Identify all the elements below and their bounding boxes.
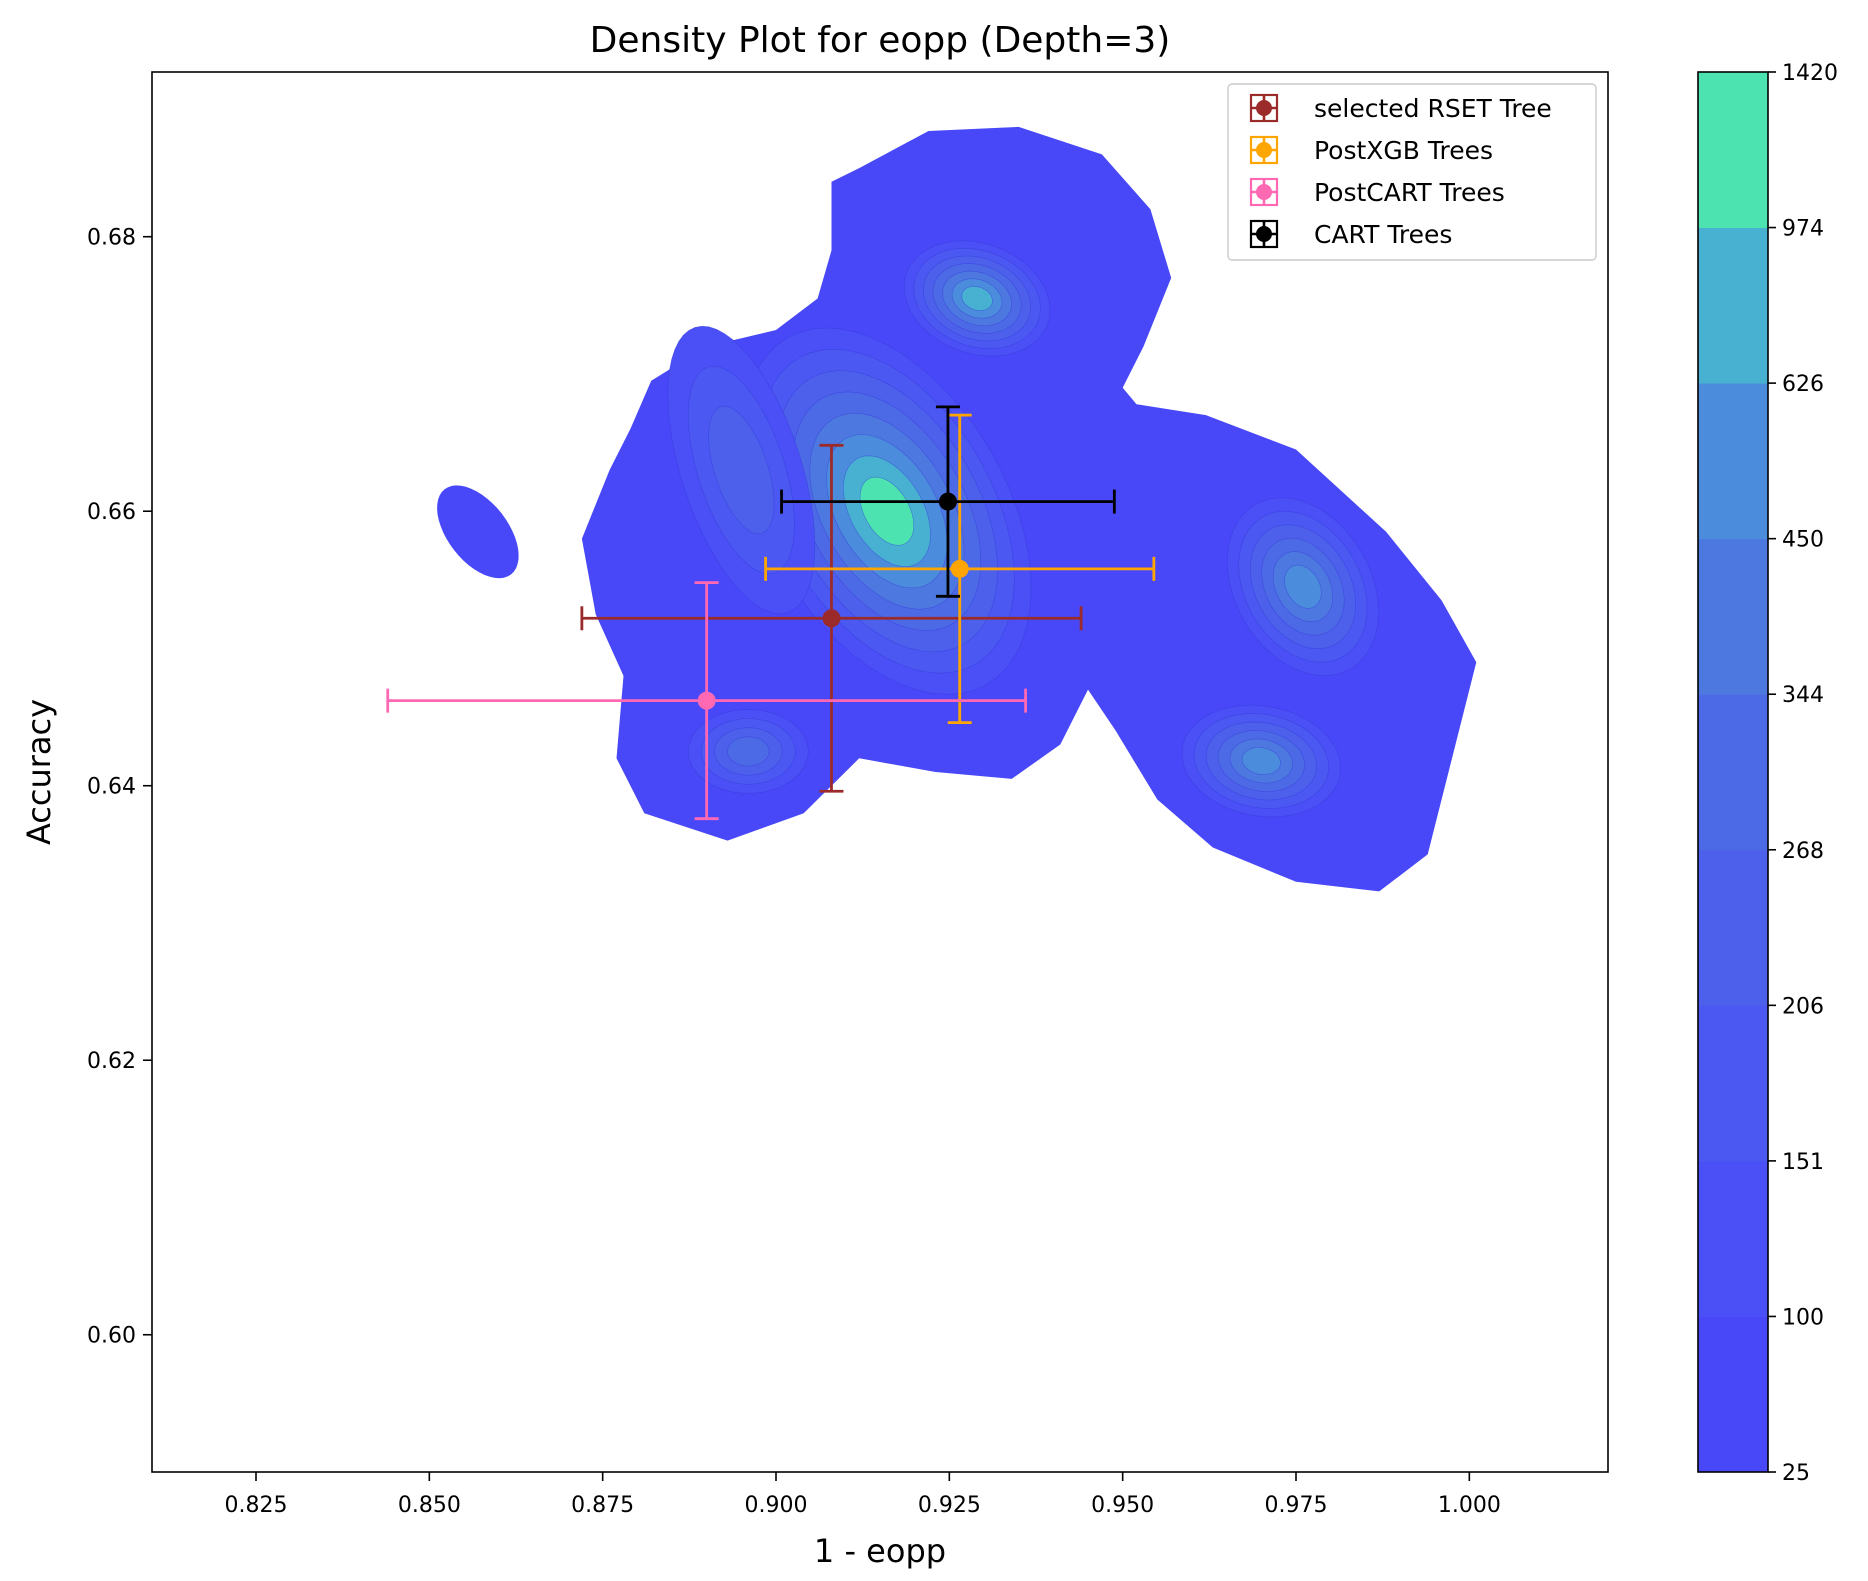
- legend-item: selected RSET Tree: [1249, 93, 1552, 123]
- density-region: [961, 285, 993, 311]
- x-tick-label: 0.975: [1265, 1493, 1328, 1518]
- x-axis-title: 1 - eopp: [814, 1532, 946, 1570]
- colorbar-segment: [1698, 1160, 1768, 1317]
- errorbar-postcart-trees: [386, 581, 1027, 821]
- legend-item: PostXGB Trees: [1249, 135, 1493, 165]
- y-axis-ticks: 0.60 0.62 0.64 0.66 0.68: [87, 226, 152, 1349]
- y-tick-label: 0.64: [87, 775, 136, 800]
- x-tick-label: 1.000: [1438, 1493, 1501, 1518]
- x-axis-ticks: 0.825 0.850 0.875 0.900 0.925 0.950 0.975 1.000: [225, 1472, 1501, 1518]
- errorbar-postxgb-trees: [764, 413, 1156, 724]
- x-tick-label: 0.950: [1091, 1493, 1154, 1518]
- legend-marker-box: [1249, 219, 1279, 249]
- legend-marker-dot: [1256, 142, 1272, 158]
- colorbar-segment: [1698, 72, 1768, 229]
- y-tick-label: 0.68: [87, 226, 136, 251]
- colorbar-tick-label: 974: [1782, 217, 1824, 242]
- y-tick-label: 0.62: [87, 1049, 136, 1074]
- x-tick-label: 0.875: [571, 1493, 634, 1518]
- legend-marker-dot: [1256, 226, 1272, 242]
- density-region: [1241, 747, 1281, 775]
- colorbar-tick-label: 25: [1782, 1461, 1810, 1486]
- chart-title: Density Plot for eopp (Depth=3): [590, 20, 1171, 61]
- data-point: [938, 492, 957, 511]
- legend-label: PostCART Trees: [1314, 178, 1505, 207]
- legend-marker-dot: [1256, 100, 1272, 116]
- legend-item: CART Trees: [1249, 219, 1452, 249]
- x-tick-label: 0.900: [745, 1493, 808, 1518]
- plot-frame: [151, 71, 1609, 1473]
- colorbar-tick-label: 100: [1782, 1305, 1824, 1330]
- colorbar-segment: [1698, 227, 1768, 384]
- legend-label: CART Trees: [1314, 220, 1452, 249]
- colorbar-segment: [1698, 383, 1768, 540]
- colorbar-tick-label: 206: [1782, 994, 1824, 1019]
- density-region: [859, 476, 915, 546]
- density-region: [1284, 564, 1322, 609]
- colorbar-tick-label: 450: [1782, 528, 1824, 553]
- errorbar-layer: [386, 405, 1156, 821]
- density-region: [727, 736, 770, 767]
- legend-label: selected RSET Tree: [1314, 94, 1552, 123]
- colorbar-segment: [1698, 849, 1768, 1006]
- x-tick-label: 0.850: [398, 1493, 461, 1518]
- x-tick-label: 0.925: [918, 1493, 981, 1518]
- data-point: [822, 609, 841, 628]
- legend-label: PostXGB Trees: [1314, 136, 1493, 165]
- colorbar-tick-label: 1420: [1782, 61, 1838, 86]
- y-tick-label: 0.66: [87, 500, 136, 525]
- colorbar-tick-label: 344: [1782, 683, 1824, 708]
- colorbar-frame: [1697, 71, 1769, 1473]
- legend-marker-box: [1249, 135, 1279, 165]
- colorbar-segment: [1698, 1005, 1768, 1162]
- colorbar-tick-label: 268: [1782, 839, 1824, 864]
- data-point: [950, 559, 969, 578]
- data-point: [697, 691, 716, 710]
- errorbar-cart-trees: [780, 405, 1116, 598]
- colorbar-segment: [1698, 694, 1768, 851]
- legend-marker-box: [1249, 177, 1279, 207]
- legend-marker-dot: [1256, 184, 1272, 200]
- colorbar-tick-label: 151: [1782, 1150, 1824, 1175]
- density-region: [708, 405, 775, 535]
- legend-frame: [1227, 83, 1597, 261]
- colorbar-segment: [1698, 538, 1768, 695]
- legend: selected RSET Tree PostXGB Trees PostCART …: [1227, 83, 1597, 261]
- colorbar-tick-label: 626: [1782, 372, 1824, 397]
- legend-item: PostCART Trees: [1249, 177, 1505, 207]
- colorbar: 25 100 151 206 268 344 450 626 974 1420: [1697, 61, 1838, 1486]
- y-tick-label: 0.60: [87, 1324, 136, 1349]
- y-axis-title: Accuracy: [20, 699, 58, 845]
- density-region: [437, 485, 519, 579]
- x-tick-label: 0.825: [225, 1493, 288, 1518]
- legend-marker-box: [1249, 93, 1279, 123]
- colorbar-segment: [1698, 1316, 1768, 1473]
